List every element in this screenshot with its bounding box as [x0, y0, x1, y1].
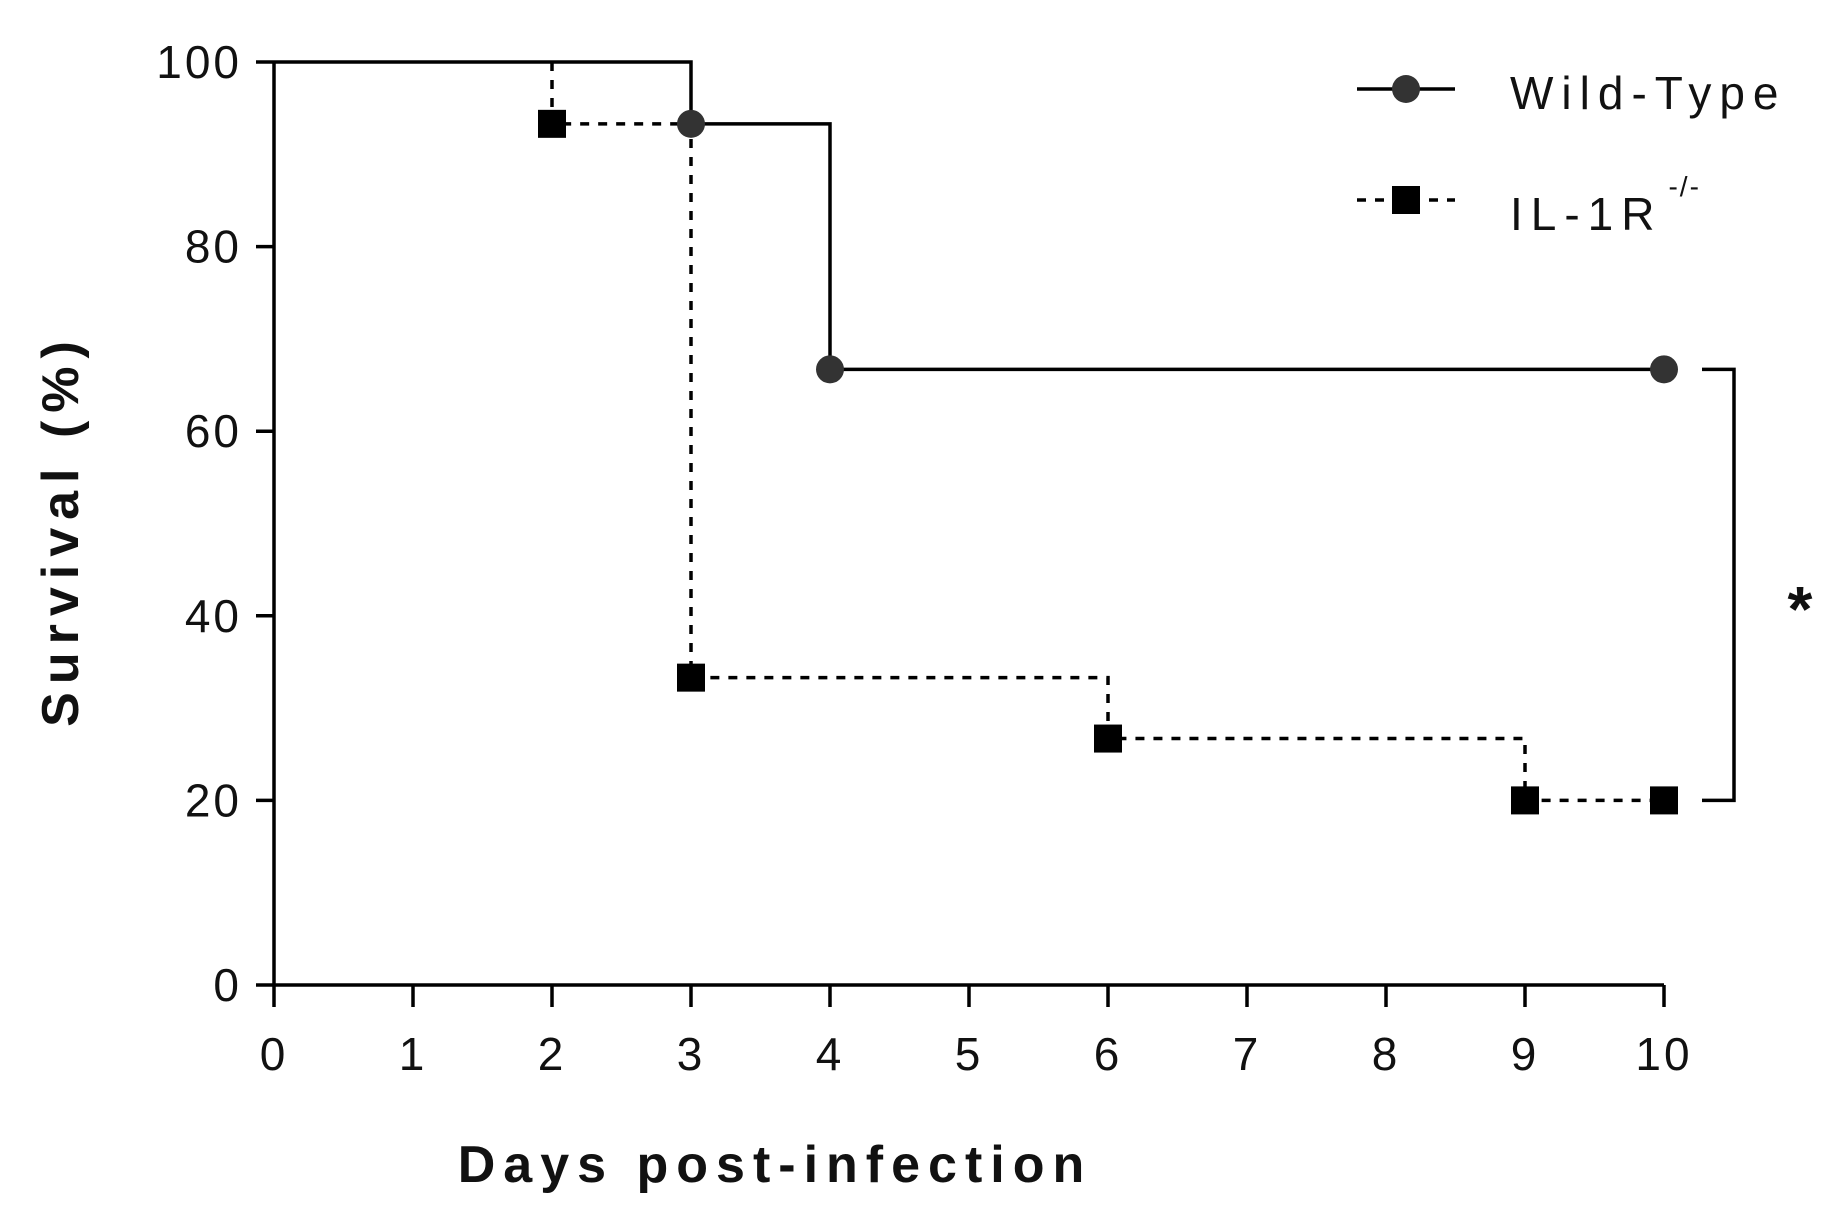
legend-item-wild-type: Wild-Type — [1357, 67, 1786, 119]
legend-marker-circle — [1392, 75, 1420, 103]
x-tick-label-9: 9 — [1511, 1028, 1540, 1080]
axes-layer: 0 20 40 60 80 100 0 1 2 3 4 5 6 7 8 9 10 — [156, 36, 1692, 1080]
legend-marker-square — [1392, 186, 1420, 214]
y-tick-label-60: 60 — [185, 405, 242, 457]
point-wild-type-1 — [816, 355, 844, 384]
x-tick-label-6: 6 — [1094, 1028, 1123, 1080]
x-tick-label-2: 2 — [538, 1028, 567, 1080]
x-tick-label-7: 7 — [1233, 1028, 1262, 1080]
annotation-layer: * — [1702, 367, 1813, 803]
legend-label-il-1r-superscript: -/- — [1668, 171, 1700, 202]
point-il-1r-0 — [538, 109, 566, 138]
y-tick-label-40: 40 — [185, 590, 242, 642]
legend-label-il-1r-main: IL-1R — [1510, 188, 1662, 240]
series-line-il-1r — [550, 62, 1664, 803]
point-il-1r-3 — [1511, 786, 1539, 815]
y-tick-label-80: 80 — [185, 221, 242, 273]
x-tick-label-8: 8 — [1372, 1028, 1401, 1080]
point-wild-type-0 — [677, 109, 705, 138]
x-tick-label-3: 3 — [677, 1028, 706, 1080]
x-tick-label-0: 0 — [260, 1028, 289, 1080]
x-tick-label-10: 10 — [1635, 1028, 1692, 1080]
series-layer — [274, 60, 1664, 803]
legend-label-il-1r: IL-1R-/- — [1510, 171, 1701, 240]
point-wild-type-2 — [1650, 355, 1678, 384]
y-tick-label-0: 0 — [213, 959, 242, 1011]
point-il-1r-4 — [1650, 786, 1678, 815]
legend: Wild-Type IL-1R-/- — [1357, 67, 1786, 240]
legend-item-il-1r: IL-1R-/- — [1357, 171, 1701, 240]
significance-bracket — [1702, 367, 1736, 803]
x-axis-title: Days post-infection — [458, 1136, 1093, 1194]
marker-layer — [538, 109, 1678, 815]
x-tick-label-5: 5 — [955, 1028, 984, 1080]
point-il-1r-1 — [677, 663, 705, 692]
significance-star: * — [1788, 573, 1813, 645]
point-il-1r-2 — [1094, 724, 1122, 753]
x-tick-label-1: 1 — [399, 1028, 428, 1080]
y-tick-label-100: 100 — [156, 36, 242, 88]
x-tick-label-4: 4 — [816, 1028, 845, 1080]
y-axis-title: Survival (%) — [32, 333, 90, 727]
series-line-wild-type — [274, 60, 1664, 372]
legend-label-wild-type: Wild-Type — [1510, 67, 1786, 119]
y-tick-label-20: 20 — [185, 774, 242, 826]
